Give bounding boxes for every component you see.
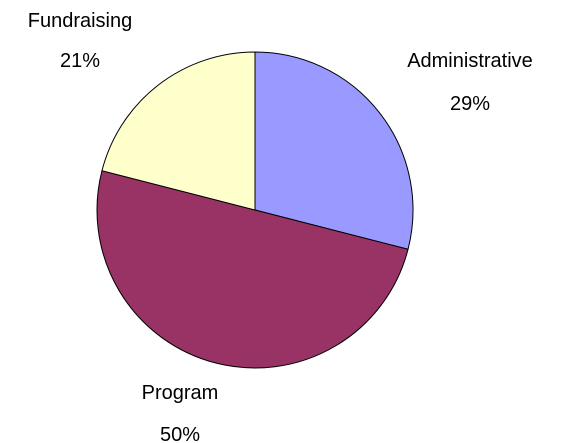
label-fundraising-name: Fundraising xyxy=(28,10,133,32)
label-fundraising-value: 21% xyxy=(60,50,100,72)
label-program-value: 50% xyxy=(160,424,200,443)
label-fundraising: Fundraising 21% xyxy=(28,10,133,72)
pie-slice-fundraising xyxy=(101,51,256,211)
label-administrative-name: Administrative xyxy=(407,50,533,72)
label-administrative-value: 29% xyxy=(450,93,490,115)
pie-slice-program xyxy=(96,170,409,369)
label-program-name: Program xyxy=(142,382,219,404)
label-program: Program 50% xyxy=(142,382,219,443)
label-administrative: Administrative 29% xyxy=(407,50,533,115)
pie-slices xyxy=(96,51,414,369)
pie-slice-administrative xyxy=(254,51,414,250)
